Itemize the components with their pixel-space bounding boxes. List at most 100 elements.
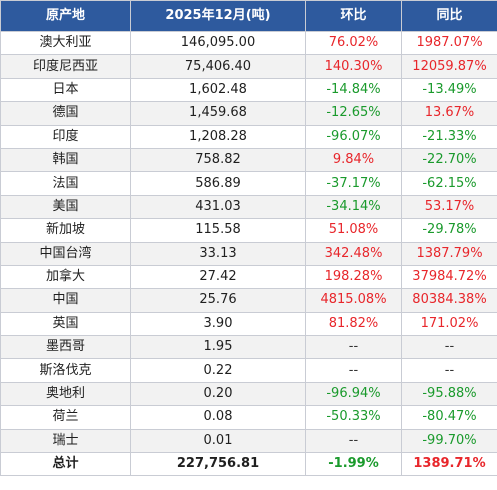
mom-cell: -34.14% [305,194,402,220]
mom-cell: -50.33% [305,405,402,430]
volume-cell: 75,406.40 [130,54,306,79]
mom-cell: 342.48% [305,241,402,266]
origin-cell: 加拿大 [0,264,131,290]
yoy-cell: -62.15% [401,171,497,196]
table-row: 墨西哥 1.95 -- -- [0,335,497,360]
table-row: 日本 1,602.48 -14.84% -13.49% [0,77,497,103]
yoy-cell: -13.49% [401,77,497,103]
import-origin-table: 原产地 2025年12月(吨) 环比 同比 澳大利亚 146,095.00 76.0… [0,0,497,477]
volume-cell: 1,208.28 [130,124,306,149]
volume-cell: 27.42 [130,264,306,290]
origin-cell: 日本 [0,77,131,103]
yoy-cell: -22.70% [401,147,497,173]
origin-cell: 德国 [0,101,131,126]
volume-cell: 0.01 [130,428,306,454]
volume-cell: 431.03 [130,194,306,220]
mom-cell: 9.84% [305,147,402,173]
mom-cell: 198.28% [305,264,402,290]
yoy-cell: 171.02% [401,311,497,337]
table-row: 法国 586.89 -37.17% -62.15% [0,171,497,196]
mom-cell: 140.30% [305,54,402,79]
table-row: 英国 3.90 81.82% 171.02% [0,311,497,337]
yoy-cell: 12059.87% [401,54,497,79]
origin-cell: 荷兰 [0,405,131,430]
volume-cell: 146,095.00 [130,30,306,56]
mom-cell: -14.84% [305,77,402,103]
origin-cell: 瑞士 [0,428,131,454]
yoy-cell: -80.47% [401,405,497,430]
total-yoy: 1389.71% [401,452,497,477]
origin-cell: 法国 [0,171,131,196]
table-row: 澳大利亚 146,095.00 76.02% 1987.07% [0,30,497,56]
table-total-row: 总计 227,756.81 -1.99% 1389.71% [0,452,497,477]
table-row: 斯洛伐克 0.22 -- -- [0,358,497,383]
volume-cell: 33.13 [130,241,306,266]
yoy-cell: -- [401,358,497,383]
mom-cell: 76.02% [305,30,402,56]
origin-cell: 新加坡 [0,218,131,243]
origin-cell: 印度 [0,124,131,149]
table-row: 荷兰 0.08 -50.33% -80.47% [0,405,497,430]
header-month-on-month: 环比 [305,0,402,32]
header-origin: 原产地 [0,0,131,32]
mom-cell: -- [305,335,402,360]
origin-cell: 中国台湾 [0,241,131,266]
table-row: 中国台湾 33.13 342.48% 1387.79% [0,241,497,266]
volume-cell: 0.08 [130,405,306,430]
table-row: 中国 25.76 4815.08% 80384.38% [0,288,497,313]
yoy-cell: 1987.07% [401,30,497,56]
table-row: 加拿大 27.42 198.28% 37984.72% [0,264,497,290]
mom-cell: 4815.08% [305,288,402,313]
volume-cell: 3.90 [130,311,306,337]
table-row: 奥地利 0.20 -96.94% -95.88% [0,381,497,407]
mom-cell: -- [305,358,402,383]
yoy-cell: -21.33% [401,124,497,149]
yoy-cell: 53.17% [401,194,497,220]
table-row: 印度尼西亚 75,406.40 140.30% 12059.87% [0,54,497,79]
origin-cell: 英国 [0,311,131,337]
volume-cell: 1,459.68 [130,101,306,126]
yoy-cell: 13.67% [401,101,497,126]
total-volume: 227,756.81 [130,452,306,477]
origin-cell: 中国 [0,288,131,313]
table-body: 澳大利亚 146,095.00 76.02% 1987.07% 印度尼西亚 75,406.… [0,30,497,454]
mom-cell: -12.65% [305,101,402,126]
volume-cell: 25.76 [130,288,306,313]
header-volume-dec-2025: 2025年12月(吨) [130,0,306,32]
yoy-cell: 37984.72% [401,264,497,290]
volume-cell: 0.22 [130,358,306,383]
table-row: 印度 1,208.28 -96.07% -21.33% [0,124,497,149]
origin-cell: 墨西哥 [0,335,131,360]
volume-cell: 758.82 [130,147,306,173]
volume-cell: 115.58 [130,218,306,243]
yoy-cell: 80384.38% [401,288,497,313]
origin-cell: 印度尼西亚 [0,54,131,79]
table-row: 瑞士 0.01 -- -99.70% [0,428,497,454]
table-row: 德国 1,459.68 -12.65% 13.67% [0,101,497,126]
mom-cell: 81.82% [305,311,402,337]
origin-cell: 韩国 [0,147,131,173]
table-row: 韩国 758.82 9.84% -22.70% [0,147,497,173]
origin-cell: 奥地利 [0,381,131,407]
yoy-cell: -- [401,335,497,360]
mom-cell: -96.07% [305,124,402,149]
volume-cell: 0.20 [130,381,306,407]
table-header-row: 原产地 2025年12月(吨) 环比 同比 [0,0,497,32]
table-row: 美国 431.03 -34.14% 53.17% [0,194,497,220]
volume-cell: 1.95 [130,335,306,360]
mom-cell: -96.94% [305,381,402,407]
origin-cell: 斯洛伐克 [0,358,131,383]
total-label: 总计 [0,452,131,477]
yoy-cell: -95.88% [401,381,497,407]
origin-cell: 澳大利亚 [0,30,131,56]
table-row: 新加坡 115.58 51.08% -29.78% [0,218,497,243]
volume-cell: 1,602.48 [130,77,306,103]
mom-cell: -37.17% [305,171,402,196]
mom-cell: 51.08% [305,218,402,243]
yoy-cell: -29.78% [401,218,497,243]
yoy-cell: 1387.79% [401,241,497,266]
total-mom: -1.99% [305,452,402,477]
mom-cell: -- [305,428,402,454]
origin-cell: 美国 [0,194,131,220]
yoy-cell: -99.70% [401,428,497,454]
